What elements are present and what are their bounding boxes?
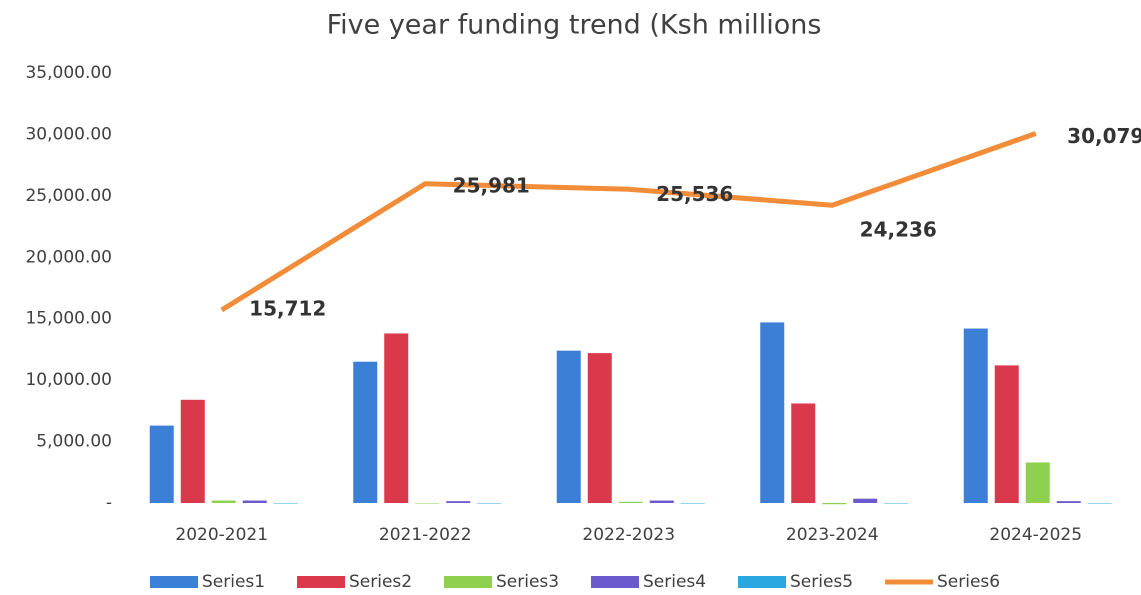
data-label: 25,536 [656,182,733,206]
bar [1087,503,1112,504]
data-label: 15,712 [249,296,326,320]
legend-label: Series3 [496,572,559,592]
x-tick-label: 2020-2021 [175,525,268,545]
y-tick-label: 35,000.00 [25,63,112,83]
legend-label: Series1 [202,572,265,592]
data-label: 25,981 [453,173,530,197]
bar [273,503,298,504]
legend-swatch [444,576,492,588]
y-tick-label: 20,000.00 [25,247,112,267]
legend-swatch [591,576,639,588]
bar [994,365,1019,503]
y-tick-label: 10,000.00 [25,370,112,390]
bar [1025,462,1050,503]
legend-swatch [738,576,786,588]
x-tick-label: 2022-2023 [582,525,675,545]
bar [760,322,785,503]
y-tick-label: 25,000.00 [25,186,112,206]
data-label: 30,079 [1067,124,1141,148]
bar [211,500,236,503]
bar [149,425,174,503]
bar [853,498,878,503]
bar [353,361,378,503]
bar [384,333,409,503]
bar [822,503,847,505]
legend-label: Series6 [937,572,1000,592]
legend-swatch [150,576,198,588]
chart-title: Five year funding trend (Ksh millions [327,10,822,41]
legend-swatch [297,576,345,588]
bar [618,501,643,503]
line [220,131,1037,313]
bar [556,350,581,503]
y-tick-label: 15,000.00 [25,309,112,329]
y-tick-label: 5,000.00 [36,432,112,452]
x-tick-label: 2023-2024 [786,525,879,545]
data-label: 24,236 [860,218,937,242]
bar [415,503,440,504]
bar [649,500,674,503]
bar [1056,501,1081,503]
bar [963,328,988,503]
legend-label: Series4 [643,572,706,592]
y-tick-label: 30,000.00 [25,124,112,144]
bar [242,500,267,503]
bar [791,403,816,503]
bar [477,503,502,504]
legend-label: Series5 [790,572,853,592]
x-tick-label: 2024-2025 [989,525,1082,545]
x-tick-label: 2021-2022 [379,525,472,545]
bar [587,353,612,503]
legend-label: Series2 [349,572,412,592]
bar [446,501,471,503]
bar [884,503,909,504]
y-tick-label: - [106,493,112,513]
bar [180,399,205,503]
bar [680,503,705,504]
